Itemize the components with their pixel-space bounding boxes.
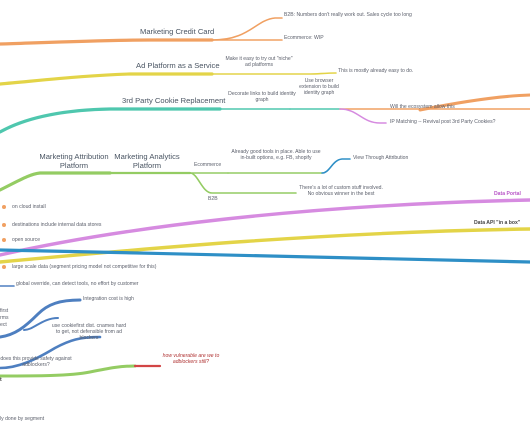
node-how-vulnerable[interactable]: how vulnerable are we to adblockers stil… xyxy=(162,353,220,365)
node-use-cookiefirst[interactable]: use cookiefirst dist. cnames hard to get… xyxy=(51,323,127,341)
node-ecommerce[interactable]: Ecommerce xyxy=(194,162,222,168)
edge-lower-blue xyxy=(0,335,102,370)
node-b2b[interactable]: B2B xyxy=(208,196,218,202)
edge-safety-adblockers xyxy=(0,364,137,378)
branch-marketing-credit-card xyxy=(0,38,214,46)
branch-integration xyxy=(0,298,82,339)
edge-cookiefirst xyxy=(23,317,59,331)
node-third-party-cookie[interactable]: 3rd Party Cookie Replacement xyxy=(122,96,226,105)
node-custom-stuff[interactable]: There's a lot of custom stuff involved. … xyxy=(299,185,383,197)
edge-credit-card-b2b xyxy=(211,17,283,41)
node-large-scale[interactable]: large scale data (segment pricing model … xyxy=(12,264,157,270)
node-data-portal[interactable]: Data Portal xyxy=(494,191,521,197)
edge-blue-long xyxy=(0,248,530,264)
node-view-through[interactable]: View Through Attribution xyxy=(353,155,409,161)
node-ecosystem-allow[interactable]: Will the ecosystem allow this xyxy=(390,104,455,110)
node-fragment-first: first xyxy=(0,308,9,314)
node-mostly-easy[interactable]: This is mostly already easy to do. xyxy=(338,68,414,74)
node-already-good-tools[interactable]: Already good tools in place. Able to use… xyxy=(231,149,321,161)
bullet-dot xyxy=(2,265,6,269)
node-done-by-segment[interactable]: ly done by segment xyxy=(0,416,45,422)
node-integration-cost[interactable]: Integration cost is high xyxy=(83,296,134,302)
node-destinations-internal[interactable]: destinations include internal data store… xyxy=(12,222,102,228)
node-open-source[interactable]: open source xyxy=(12,237,41,243)
edge-orange-long xyxy=(418,93,530,112)
edge-view-through xyxy=(321,158,351,174)
node-fragment-ect: ect xyxy=(0,322,7,328)
node-global-override[interactable]: global override, can detect tools, no ef… xyxy=(16,281,139,287)
node-ecommerce-wip[interactable]: Ecommerce: WIP xyxy=(284,35,324,41)
bullet-dot xyxy=(2,223,6,227)
node-browser-extension[interactable]: Use browser extension to build identity … xyxy=(299,78,339,96)
branch-cookie-replacement xyxy=(0,107,222,134)
bullet-dot xyxy=(2,205,6,209)
edge-ip-matching xyxy=(339,108,387,124)
node-ad-platform[interactable]: Ad Platform as a Service xyxy=(136,61,220,70)
node-safety-question[interactable]: does this provide safety against adblock… xyxy=(0,356,72,368)
node-make-easy-try[interactable]: Make it easy to try out "niche" ad platf… xyxy=(225,56,293,68)
edge-data-portal xyxy=(0,198,530,257)
node-fragment-rms: rms xyxy=(0,315,9,321)
node-fragment-t: t xyxy=(0,377,2,383)
edge-analytics-b2b xyxy=(189,172,297,194)
branch-marketing-attribution xyxy=(0,171,112,192)
edge-ad-platform-niche xyxy=(211,72,337,75)
node-ip-matching[interactable]: IP Matching -- Revival post 3rd Party Co… xyxy=(390,119,496,125)
node-b2b-numbers[interactable]: B2B: Numbers don't really work out. Sale… xyxy=(284,12,412,18)
node-marketing-credit-card[interactable]: Marketing Credit Card xyxy=(140,27,215,36)
node-data-api-box[interactable]: Data API "in a box" xyxy=(474,220,521,226)
node-decorate-links[interactable]: Decorate links to build identity graph xyxy=(228,91,296,103)
node-marketing-analytics[interactable]: Marketing Analytics Platform xyxy=(114,152,180,170)
node-on-cloud-install[interactable]: on cloud install xyxy=(12,204,46,210)
node-marketing-attribution[interactable]: Marketing Attribution Platform xyxy=(39,152,109,170)
bullet-dot xyxy=(2,238,6,242)
edge-data-api xyxy=(0,227,530,264)
branch-ad-platform xyxy=(0,72,214,86)
